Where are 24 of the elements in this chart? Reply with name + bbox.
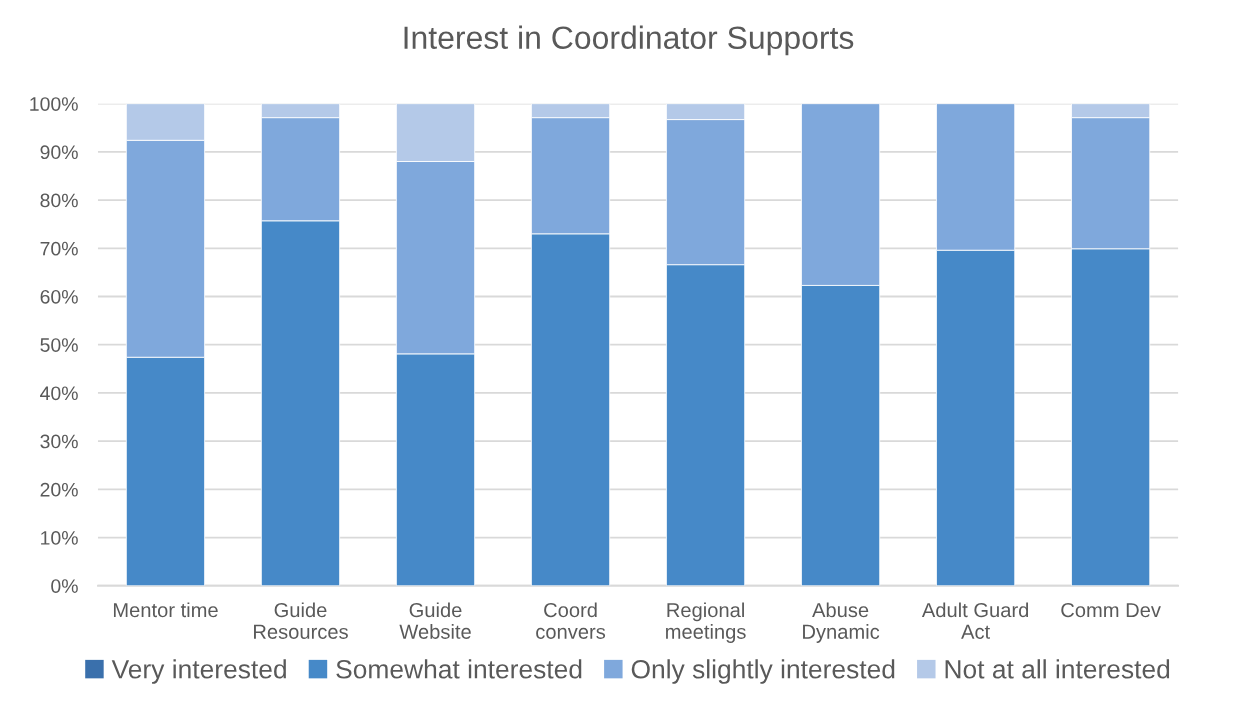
- legend-label: Somewhat interested: [336, 659, 582, 679]
- x-tick-label: Guide Resources: [254, 602, 348, 639]
- y-tick-label: 50%: [40, 338, 78, 352]
- x-tick-label: Adult Guard Act: [921, 602, 1029, 639]
- x-tick-label: Guide Website: [399, 602, 471, 639]
- x-tick-label: Regional meetings: [666, 602, 746, 643]
- y-tick-label: 30%: [40, 434, 78, 449]
- y-tick-label: 100%: [30, 97, 78, 111]
- y-tick-label: 20%: [40, 482, 78, 497]
- legend-label: Only slightly interested: [631, 659, 895, 684]
- x-tick-label: Coord convers: [536, 602, 606, 639]
- x-tick-label: Comm Dev: [1061, 602, 1161, 618]
- y-tick-label: 40%: [40, 386, 78, 401]
- y-tick-label: 80%: [40, 193, 78, 208]
- y-tick-label: 70%: [40, 241, 78, 256]
- chart-title: Interest in Coordinator Supports: [404, 25, 854, 56]
- y-tick-label: 90%: [40, 145, 78, 160]
- x-tick-label: Abuse Dynamic: [803, 602, 880, 643]
- legend-label: Not at all interested: [945, 659, 1170, 679]
- legend-label: Very interested: [111, 659, 286, 684]
- y-tick-label: 0%: [51, 579, 78, 593]
- y-tick-label: 60%: [40, 289, 78, 304]
- y-tick-label: 10%: [41, 531, 78, 545]
- x-tick-label: Mentor time: [113, 602, 218, 618]
